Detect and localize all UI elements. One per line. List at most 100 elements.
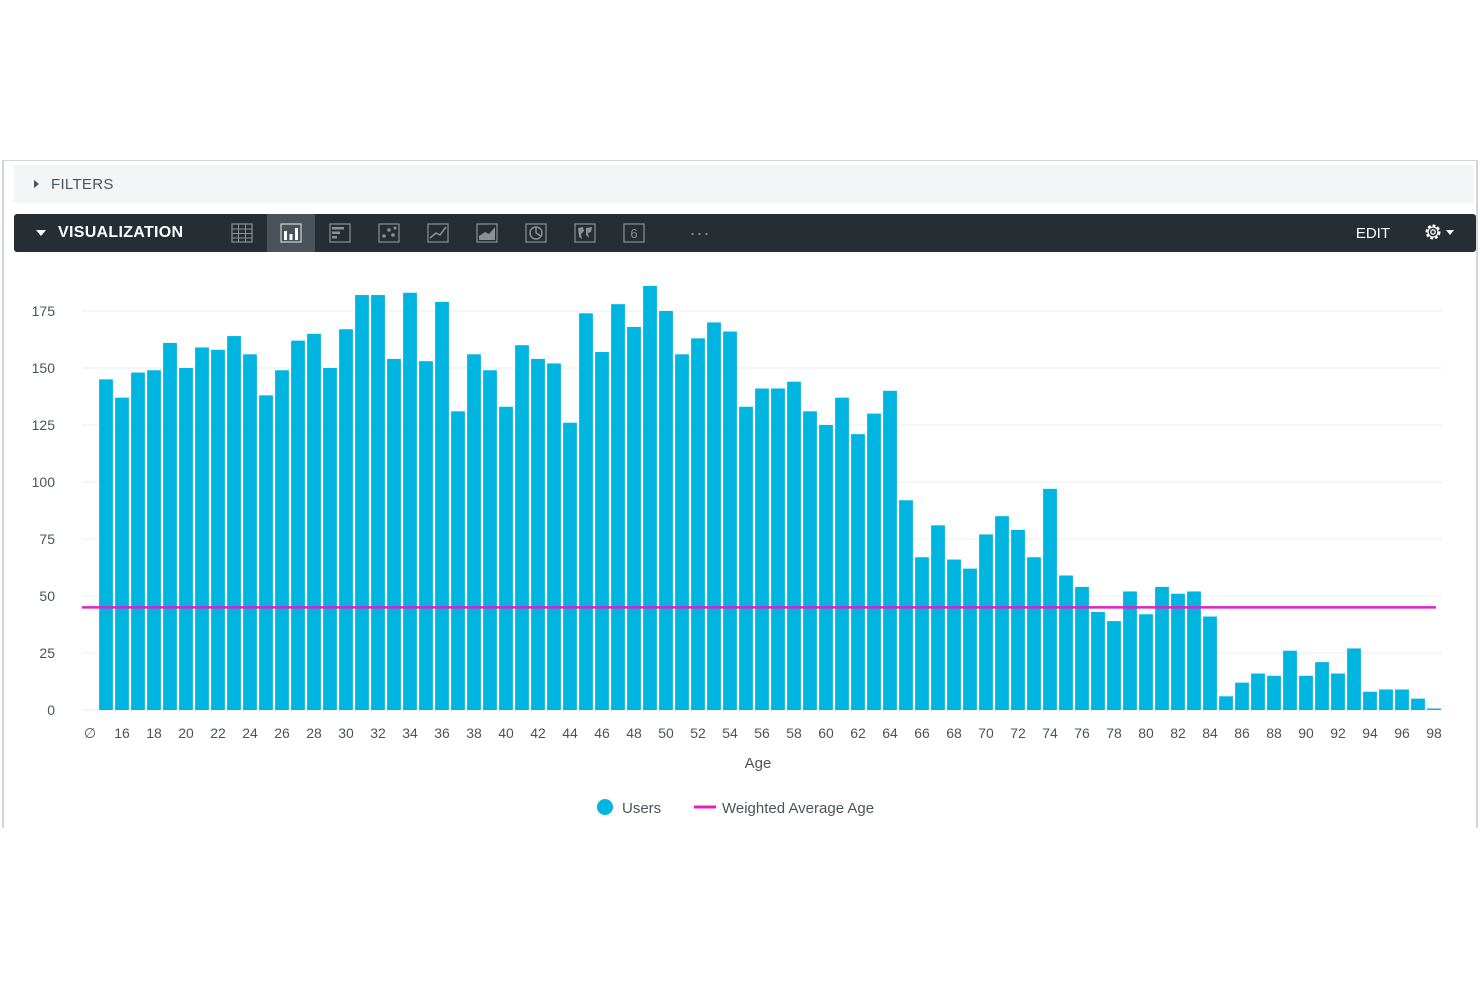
- bar-age-68[interactable]: [947, 559, 961, 710]
- bar-age-38[interactable]: [467, 354, 481, 710]
- bar-age-80[interactable]: [1139, 614, 1153, 710]
- bar-age-97[interactable]: [1411, 698, 1425, 710]
- bar-age-47[interactable]: [611, 304, 625, 710]
- bar-age-52[interactable]: [691, 338, 705, 710]
- area-chart-icon[interactable]: [463, 214, 511, 252]
- bar-age-50[interactable]: [659, 311, 673, 710]
- bar-age-28[interactable]: [307, 333, 321, 710]
- settings-dropdown[interactable]: [1423, 222, 1454, 242]
- bar-age-81[interactable]: [1155, 586, 1169, 710]
- bar-age-89[interactable]: [1283, 650, 1297, 710]
- bar-age-32[interactable]: [371, 295, 385, 710]
- bar-age-19[interactable]: [163, 342, 177, 710]
- bar-age-48[interactable]: [627, 326, 641, 710]
- bar-age-34[interactable]: [403, 292, 417, 710]
- bar-age-24[interactable]: [243, 354, 257, 710]
- bar-age-18[interactable]: [147, 370, 161, 710]
- bar-age-46[interactable]: [595, 352, 609, 710]
- scatter-chart-icon[interactable]: [365, 214, 413, 252]
- bar-age-96[interactable]: [1395, 689, 1409, 710]
- bar-age-67[interactable]: [931, 525, 945, 710]
- bar-age-30[interactable]: [339, 329, 353, 710]
- bar-age-51[interactable]: [675, 354, 689, 710]
- map-icon[interactable]: [561, 214, 609, 252]
- bar-age-25[interactable]: [259, 395, 273, 710]
- bar-age-83[interactable]: [1187, 591, 1201, 710]
- bar-age-90[interactable]: [1299, 675, 1313, 710]
- bar-age-88[interactable]: [1267, 675, 1281, 710]
- bar-age-22[interactable]: [211, 349, 225, 710]
- edit-button[interactable]: EDIT: [1355, 225, 1390, 242]
- bar-age-21[interactable]: [195, 347, 209, 710]
- bar-age-71[interactable]: [995, 516, 1009, 710]
- bar-age-84[interactable]: [1203, 616, 1217, 710]
- bar-age-26[interactable]: [275, 370, 289, 710]
- bar-age-36[interactable]: [435, 301, 449, 710]
- bar-age-58[interactable]: [787, 381, 801, 710]
- bar-age-78[interactable]: [1107, 621, 1121, 710]
- bar-age-77[interactable]: [1091, 611, 1105, 710]
- bar-age-64[interactable]: [883, 390, 897, 710]
- bar-age-49[interactable]: [643, 285, 657, 710]
- bar-age-73[interactable]: [1027, 557, 1041, 710]
- bar-age-45[interactable]: [579, 313, 593, 710]
- bar-age-76[interactable]: [1075, 586, 1089, 710]
- bar-age-82[interactable]: [1171, 593, 1185, 710]
- bar-age-87[interactable]: [1251, 673, 1265, 710]
- bar-age-29[interactable]: [323, 368, 337, 710]
- more-icon[interactable]: ···: [689, 222, 711, 243]
- table-icon[interactable]: [218, 214, 266, 252]
- bar-age-40[interactable]: [499, 406, 513, 710]
- bar-age-74[interactable]: [1043, 488, 1057, 710]
- bar-age-23[interactable]: [227, 336, 241, 710]
- bar-age-93[interactable]: [1347, 648, 1361, 710]
- bar-age-43[interactable]: [547, 363, 561, 710]
- line-chart-icon[interactable]: [414, 214, 462, 252]
- single-value-icon[interactable]: 6: [610, 214, 658, 252]
- bar-age-70[interactable]: [979, 534, 993, 710]
- column-chart-icon[interactable]: [267, 214, 315, 252]
- visualization-label[interactable]: VISUALIZATION: [58, 224, 184, 241]
- bar-age-72[interactable]: [1011, 529, 1025, 710]
- bar-age-39[interactable]: [483, 370, 497, 710]
- bar-age-66[interactable]: [915, 557, 929, 710]
- bar-age-44[interactable]: [563, 422, 577, 710]
- bar-age-31[interactable]: [355, 295, 369, 710]
- bar-age-16[interactable]: [115, 397, 129, 710]
- legend-average-label[interactable]: Weighted Average Age: [722, 800, 874, 817]
- bar-age-60[interactable]: [819, 425, 833, 710]
- caret-down-icon[interactable]: [36, 230, 46, 236]
- bar-age-33[interactable]: [387, 358, 401, 710]
- bar-age-75[interactable]: [1059, 575, 1073, 710]
- bar-age-85[interactable]: [1219, 696, 1233, 710]
- bar-age-61[interactable]: [835, 397, 849, 710]
- bar-age-27[interactable]: [291, 340, 305, 710]
- bar-chart-icon[interactable]: [316, 214, 364, 252]
- bar-age-37[interactable]: [451, 411, 465, 710]
- bar-age-15[interactable]: [99, 379, 113, 710]
- bar-age-53[interactable]: [707, 322, 721, 710]
- bar-age-55[interactable]: [739, 406, 753, 710]
- bar-age-17[interactable]: [131, 372, 145, 710]
- bar-age-91[interactable]: [1315, 662, 1329, 710]
- bar-age-62[interactable]: [851, 434, 865, 710]
- bar-age-79[interactable]: [1123, 591, 1137, 710]
- bar-age-98[interactable]: [1427, 708, 1441, 711]
- bar-age-41[interactable]: [515, 345, 529, 710]
- bar-age-35[interactable]: [419, 361, 433, 710]
- legend-users-label[interactable]: Users: [622, 800, 661, 817]
- bar-age-63[interactable]: [867, 413, 881, 710]
- bar-age-59[interactable]: [803, 411, 817, 710]
- bar-age-95[interactable]: [1379, 689, 1393, 710]
- bar-age-92[interactable]: [1331, 673, 1345, 710]
- bar-age-20[interactable]: [179, 368, 193, 710]
- filters-section-header[interactable]: FILTERS: [14, 165, 1474, 203]
- bar-age-69[interactable]: [963, 568, 977, 710]
- bar-age-54[interactable]: [723, 331, 737, 710]
- bar-age-57[interactable]: [771, 388, 785, 710]
- bar-age-42[interactable]: [531, 358, 545, 710]
- pie-chart-icon[interactable]: [512, 214, 560, 252]
- bar-age-94[interactable]: [1363, 691, 1377, 710]
- bar-age-86[interactable]: [1235, 682, 1249, 710]
- bar-age-65[interactable]: [899, 500, 913, 710]
